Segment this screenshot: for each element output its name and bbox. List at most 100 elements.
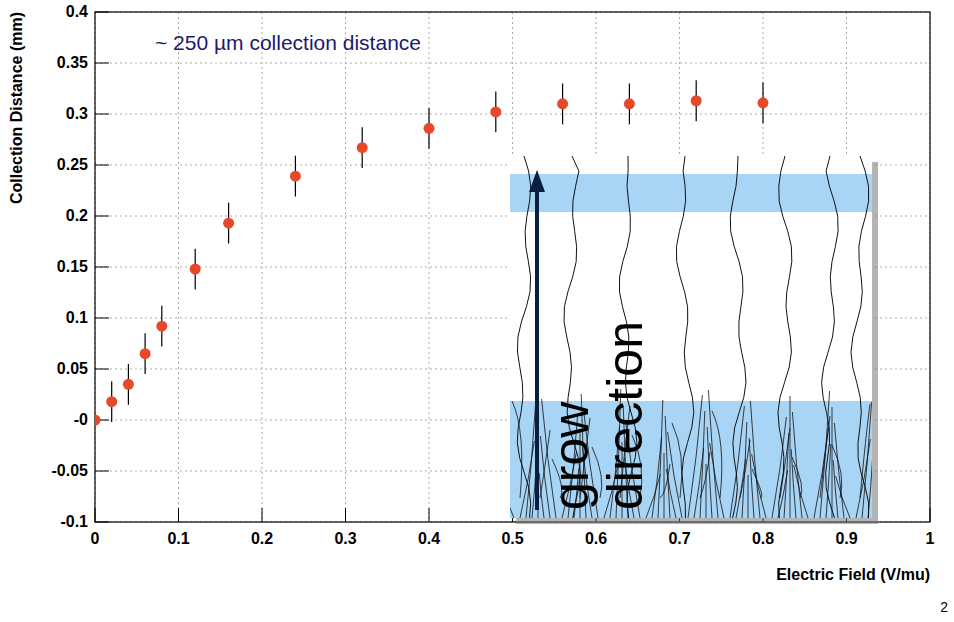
x-tick-label: 0.5 [501, 530, 523, 547]
grain-boundary [677, 156, 694, 518]
background [0, 0, 954, 622]
point [95, 415, 101, 426]
tick [95, 267, 109, 268]
grid-line [429, 12, 430, 522]
tick [95, 216, 109, 217]
y-tick-label: 0.15 [57, 258, 88, 275]
grain-branch [658, 400, 663, 518]
grain-branch [712, 411, 722, 498]
tick [429, 508, 430, 522]
x-tick-label: 0.3 [334, 530, 356, 547]
grain-branch [784, 433, 789, 518]
grain-boundary [851, 156, 869, 518]
grain-branch [791, 449, 796, 518]
y-axis-title: Collection Distance (mm) [8, 12, 25, 204]
grain-branch [510, 478, 514, 518]
inset-box [510, 156, 872, 518]
tick [95, 318, 109, 319]
tick [95, 63, 109, 64]
inset-band [510, 174, 872, 212]
grain-branch [748, 475, 749, 518]
point [624, 98, 635, 109]
grain-branch [660, 464, 670, 498]
grain-branch [780, 428, 790, 498]
point [424, 123, 435, 134]
grain-branch [832, 445, 842, 498]
arrow-head [529, 170, 545, 192]
inset: growdirection [500, 156, 878, 524]
grain-branch [790, 396, 791, 518]
chart: 00.10.20.30.40.50.60.70.80.91-0.1-0.05-0… [0, 0, 954, 622]
inset-band [510, 401, 872, 518]
point [190, 264, 201, 275]
grain-branch [832, 407, 833, 518]
grain-branch [736, 459, 746, 518]
grain-branch [668, 432, 682, 518]
grain-boundary [730, 156, 746, 518]
tick [95, 369, 109, 370]
tick [178, 508, 179, 522]
grain-branch [834, 423, 844, 518]
tick [95, 508, 96, 522]
tick [262, 508, 263, 522]
y-tick-label: 0.3 [66, 105, 88, 122]
point [490, 106, 501, 117]
y-tick-label: 0.35 [57, 54, 88, 71]
point [357, 142, 368, 153]
y-tick-label: -0.05 [52, 462, 89, 479]
grain-branch [672, 423, 682, 498]
grain-branch [794, 465, 808, 518]
y-tick-label: 0.1 [66, 309, 88, 326]
grain-branch [868, 455, 872, 518]
x-tick-label: 1 [926, 530, 935, 547]
grain-branch [860, 404, 870, 498]
point [106, 396, 117, 407]
grain-branch [700, 452, 710, 498]
x-tick-label: 0.8 [752, 530, 774, 547]
point [758, 97, 769, 108]
annotation: ~ 250 µm collection distance [155, 31, 421, 54]
y-tick-label: 0.2 [66, 207, 88, 224]
x-tick-label: 0 [91, 530, 100, 547]
grid-line [95, 63, 930, 64]
grain-branch [752, 469, 762, 498]
point [140, 348, 151, 359]
x-tick-label: 0.7 [668, 530, 690, 547]
grain-branch [749, 438, 754, 518]
grain-branch [730, 406, 744, 518]
grain-lines [510, 156, 872, 518]
grain-branch [820, 416, 830, 498]
grain-branch [512, 401, 522, 498]
x-tick-label: 0.2 [251, 530, 273, 547]
grain-branch [742, 422, 747, 518]
grid-line [95, 114, 930, 115]
grid [95, 12, 930, 522]
y-tick-label: -0 [74, 411, 88, 428]
grain-branch [664, 453, 665, 518]
inset-label: direction [597, 321, 653, 510]
point [123, 379, 134, 390]
grain-branch [826, 444, 831, 518]
point [691, 95, 702, 106]
slide-number: 2 [940, 599, 948, 615]
x-tick-label: 0.6 [585, 530, 607, 547]
point [156, 321, 167, 332]
grain-branch [706, 464, 707, 518]
grain-branch [526, 404, 536, 518]
grid-line [178, 12, 179, 522]
tick [95, 165, 109, 166]
grain-branch [792, 457, 802, 498]
tick [345, 508, 346, 522]
grain-branch [752, 454, 766, 518]
grain-branch [688, 395, 702, 518]
grain-boundary [517, 156, 530, 518]
tick [95, 471, 109, 472]
tick [95, 12, 109, 13]
ticks: 00.10.20.30.40.50.60.70.80.91-0.1-0.05-0… [52, 3, 935, 547]
grain-branch [740, 440, 750, 498]
plot-frame [95, 12, 930, 522]
inset-label: grow [543, 401, 599, 510]
point [223, 218, 234, 229]
x-axis-title: Electric Field (V/mu) [776, 566, 930, 583]
grain-branch [836, 476, 850, 518]
